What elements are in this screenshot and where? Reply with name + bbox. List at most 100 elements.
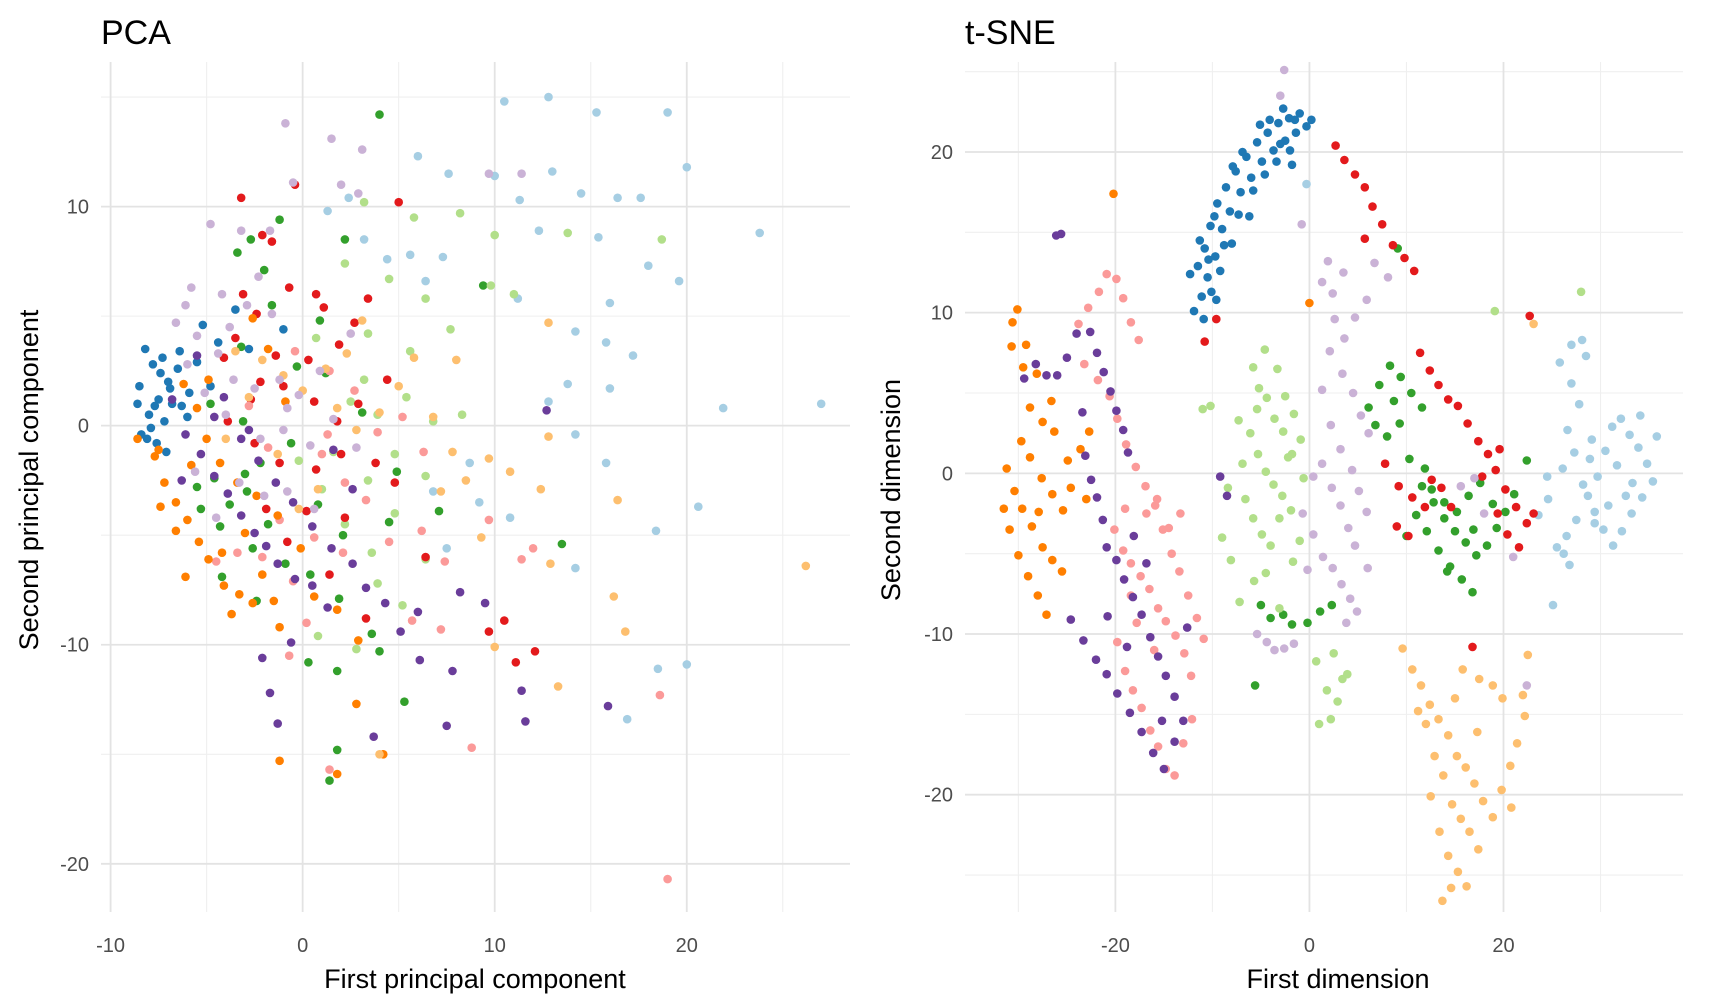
pca-point [275,375,284,385]
pca-point [281,119,290,128]
pca-point [407,616,417,625]
pca-point [500,97,509,106]
tsne-point [1368,202,1377,211]
tsne-point [1625,430,1634,440]
pca-point [628,351,638,360]
pca-point [158,353,167,363]
tsne-point [1257,530,1267,539]
tsne-point [1126,559,1136,568]
tsne-point [1275,514,1284,523]
pca-point [177,476,186,485]
tsne-point [1204,255,1213,264]
tsne-point [1221,183,1231,192]
tsne-point [1211,252,1220,261]
pca-point [304,658,313,667]
tsne-point [1482,541,1492,550]
pca-point [371,458,380,468]
pca-point [682,162,692,172]
pca-point [173,364,183,374]
tsne-point [1278,104,1288,113]
pca-point [162,447,171,457]
pca-point [517,169,526,178]
pca-point [171,526,181,536]
tsne-point [1269,146,1278,155]
pca-point [192,351,202,360]
pca-point [171,498,181,507]
tsne-point [1473,727,1482,737]
tsne-point [1128,686,1138,695]
pca-point [225,322,234,332]
tsne-point [1430,751,1439,761]
pca-point [394,381,404,391]
pca-point [350,386,359,395]
pca-point [755,228,764,238]
tsne-point [1450,526,1460,536]
pca-point [211,557,221,566]
pca-point [311,289,321,299]
tsne-point [1413,706,1423,716]
pca-point [436,625,446,634]
tsne-point [1106,387,1115,396]
tsne-point [1193,261,1203,271]
tsne-point [1439,771,1448,780]
tsne-point [1604,501,1613,510]
tsne-point [1179,716,1188,726]
pca-point [384,274,394,284]
tsne-point [1326,714,1336,724]
pca-point [309,533,319,542]
pca-point [363,476,373,485]
tsne-point [1118,293,1128,303]
tsne-point [1248,514,1258,523]
pca-point [338,530,348,540]
pca-point [309,592,319,601]
pca-point [238,417,248,426]
tsne-point [1262,393,1272,403]
tsne-point [1492,523,1501,533]
tsne-point [1396,372,1405,382]
tsne-point [1309,530,1318,539]
pca-point [398,601,407,610]
tsne-point [1488,812,1498,822]
pca-point [311,333,321,343]
pca-point [290,574,300,584]
pca-point [281,559,290,568]
pca-point [332,769,342,779]
pca-point [309,397,319,406]
tsne-point [1342,618,1351,628]
tsne-y-tick-label: -20 [924,785,953,807]
tsne-point [1408,493,1417,502]
pca-point [563,379,572,389]
tsne-point [1470,779,1479,788]
pca-point [478,281,488,290]
tsne-point [1260,345,1270,354]
pca-point [165,384,175,393]
pca-point [336,449,346,459]
tsne-point [1010,486,1019,496]
pca-point [233,548,242,557]
pca-point [515,195,524,205]
pca-point [448,447,457,457]
pca-point [467,743,477,752]
tsne-point [1113,637,1122,647]
pca-point [340,235,350,244]
tsne-point [1099,367,1108,377]
pca-point [279,325,288,334]
pca-point [440,557,450,566]
tsne-point [1086,475,1096,485]
tsne-point [1317,277,1327,287]
pca-point [323,430,332,439]
pca-point [461,476,471,485]
pca-point [636,193,645,203]
pca-point [244,344,254,354]
pca-point [644,261,653,271]
tsne-point [1382,432,1392,441]
tsne-point [1437,483,1446,493]
tsne-point [1453,867,1463,877]
pca-point [553,682,563,691]
tsne-point [1299,473,1308,483]
tsne-point [1463,419,1472,428]
tsne-point [1360,234,1370,243]
tsne-point [1157,716,1167,726]
tsne-point [1119,575,1129,584]
tsne-point [1488,499,1498,509]
